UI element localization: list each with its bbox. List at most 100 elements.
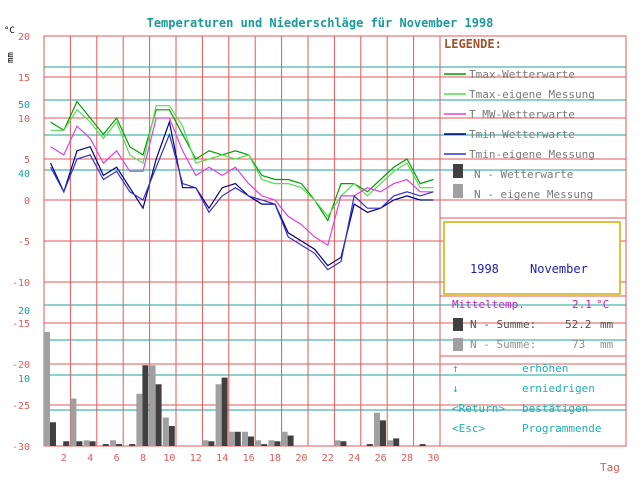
temp-series-line: [50, 119, 434, 267]
precip-bar: [116, 444, 122, 446]
stats-panel: Mitteltemp. 2.1 °C N - Summe: 52.2 mm N …: [452, 298, 614, 351]
x-tick-label: 26: [375, 453, 387, 464]
temp-tick-label: -30: [12, 442, 30, 453]
precip-bar: [274, 441, 281, 446]
precip-bar: [129, 444, 136, 446]
x-tick-label: 14: [216, 453, 228, 464]
precip-bar: [155, 384, 162, 446]
precip-bar: [255, 440, 262, 446]
legend-items: Tmax-Wetterwarte Tmax-eigene Messung T MW-…: [444, 68, 595, 201]
precip-bar: [50, 422, 56, 446]
axes: mm °C Tag 20151050-5-10-15-20-25-3050402…: [4, 26, 620, 474]
temp-tick-label: -15: [12, 319, 30, 330]
precip-bar: [387, 440, 394, 446]
help-key-return: <Return>: [452, 402, 505, 415]
x-tick-label: 20: [295, 453, 307, 464]
legend-label: N - eigene Messung: [474, 188, 593, 201]
temp-tick-label: 15: [18, 73, 30, 84]
plot-grid: [43, 35, 627, 447]
temp-tick-label: -25: [12, 401, 30, 412]
precip-bar: [334, 440, 341, 446]
x-tick-label: 6: [114, 453, 120, 464]
x-tick-label: 8: [140, 453, 146, 464]
precip-bar: [208, 441, 215, 446]
precip-bar: [162, 417, 169, 446]
help-action-down: erniedrigen: [522, 382, 595, 395]
precip-bar: [136, 393, 143, 446]
legend-label: Tmin-Wetterwarte: [469, 128, 575, 141]
precip-unit-label: mm: [6, 52, 16, 63]
temp-series-line: [50, 105, 434, 218]
n-summe-eig-swatch: [453, 338, 463, 351]
x-tick-label: 10: [163, 453, 175, 464]
help-action-return: bestätigen: [522, 402, 588, 415]
x-tick-label: 22: [322, 453, 334, 464]
n-summe-eig-value: 73: [572, 338, 585, 351]
help-action-up: erhöhen: [522, 362, 568, 375]
precip-bar: [202, 440, 209, 446]
temp-tick-label: -20: [12, 360, 30, 371]
temp-tick-label: 10: [18, 114, 30, 125]
precip-bar: [340, 441, 347, 446]
legend-swatch: [453, 184, 463, 198]
legend-label: T MW-Wetterwarte: [469, 108, 575, 121]
precip-bar: [261, 444, 268, 446]
legend-panel: LEGENDE: Tmax-Wetterwarte Tmax-eigene Mes…: [444, 37, 595, 201]
legend-swatch: [453, 164, 463, 178]
legend-title: LEGENDE:: [444, 37, 502, 51]
n-summe-ww-swatch: [453, 318, 463, 331]
precip-bar: [70, 398, 77, 446]
x-axis-label: Tag: [600, 461, 620, 474]
temp-tick-label: -10: [12, 278, 30, 289]
n-summe-eig-label: N - Summe:: [470, 338, 536, 351]
precip-tick-label: 20: [18, 306, 30, 317]
precip-bar: [248, 436, 254, 446]
precip-bar: [215, 384, 222, 446]
temp-series-line: [50, 100, 434, 222]
x-tick-label: 30: [427, 453, 439, 464]
precip-bar: [287, 435, 294, 446]
x-tick-label: 12: [190, 453, 202, 464]
precip-bar: [83, 440, 90, 446]
temperature-lines: [50, 100, 434, 271]
temp-series-line: [50, 132, 434, 271]
x-tick-label: 28: [401, 453, 413, 464]
help-key-esc: <Esc>: [452, 422, 485, 435]
n-summe-ww-value: 52.2: [565, 318, 592, 331]
temp-tick-label: 5: [24, 155, 30, 166]
x-tick-label: 18: [269, 453, 281, 464]
precip-tick-label: 50: [18, 100, 30, 111]
precip-bar: [419, 444, 426, 446]
temp-tick-label: -5: [18, 237, 30, 248]
precip-tick-label: 10: [18, 374, 30, 385]
n-summe-eig-unit: mm: [600, 338, 614, 351]
precip-bar: [234, 431, 241, 446]
chart-title: Temperaturen und Niederschläge für Novem…: [147, 16, 494, 30]
legend-label: Tmax-eigene Messung: [469, 88, 595, 101]
legend-label: Tmin-eigene Messung: [469, 148, 595, 161]
precip-bar: [228, 431, 235, 446]
precip-bar: [366, 444, 373, 446]
precip-bar: [380, 420, 386, 446]
precip-bar: [168, 426, 175, 446]
precip-bar: [89, 441, 96, 446]
date-year: 1998: [470, 262, 499, 276]
mitteltemp-label: Mitteltemp.: [452, 298, 525, 311]
legend-label: Tmax-Wetterwarte: [469, 68, 575, 81]
x-tick-label: 16: [243, 453, 255, 464]
mitteltemp-unit: °C: [596, 298, 609, 311]
precip-bar: [281, 431, 288, 446]
temp-unit-label: °C: [4, 26, 15, 36]
x-tick-label: 24: [348, 453, 360, 464]
precip-bar: [393, 438, 400, 446]
x-tick-label: 2: [61, 453, 67, 464]
precip-bar: [242, 431, 248, 446]
help-key-down: ↓: [452, 382, 459, 395]
temp-series-line: [50, 117, 434, 247]
n-summe-ww-label: N - Summe:: [470, 318, 536, 331]
precip-bar: [149, 365, 156, 446]
precip-bar: [142, 365, 149, 446]
x-tick-label: 4: [87, 453, 93, 464]
date-box-frame: [443, 221, 621, 295]
